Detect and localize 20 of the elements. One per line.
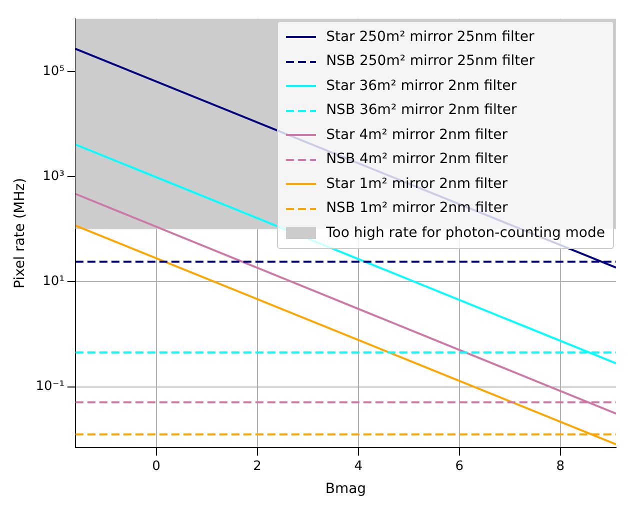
y-tick-label: 10⁻¹: [36, 379, 64, 394]
legend-label: Star 1m² mirror 2nm filter: [326, 174, 508, 194]
y-tick-label: 10¹: [42, 274, 64, 290]
x-tick-label: 2: [253, 458, 262, 474]
legend-label: NSB 1m² mirror 2nm filter: [326, 199, 508, 218]
x-tick-label: 8: [556, 458, 565, 474]
y-tick-label: 10⁵: [42, 64, 64, 79]
x-tick-label: 4: [354, 458, 362, 474]
band-label: Too high rate for photon-counting mode: [326, 224, 605, 243]
y-axis-title: Pixel rate (MHz): [12, 178, 28, 289]
legend-label: Star 36m² mirror 2nm filter: [326, 76, 516, 96]
legend-label: NSB 36m² mirror 2nm filter: [326, 101, 517, 120]
x-tick-label: 6: [455, 458, 464, 474]
y-tick-label: 10³: [42, 168, 64, 184]
legend-label: Star 4m² mirror 2nm filter: [326, 126, 508, 145]
x-axis-title: Bmag: [325, 481, 366, 498]
legend-label: NSB 4m² mirror 2nm filter: [326, 150, 508, 170]
legend-label: Star 250m² mirror 25nm filter: [326, 28, 534, 47]
legend-label: NSB 250m² mirror 25nm filter: [326, 52, 535, 72]
x-tick-label: 0: [152, 458, 160, 474]
